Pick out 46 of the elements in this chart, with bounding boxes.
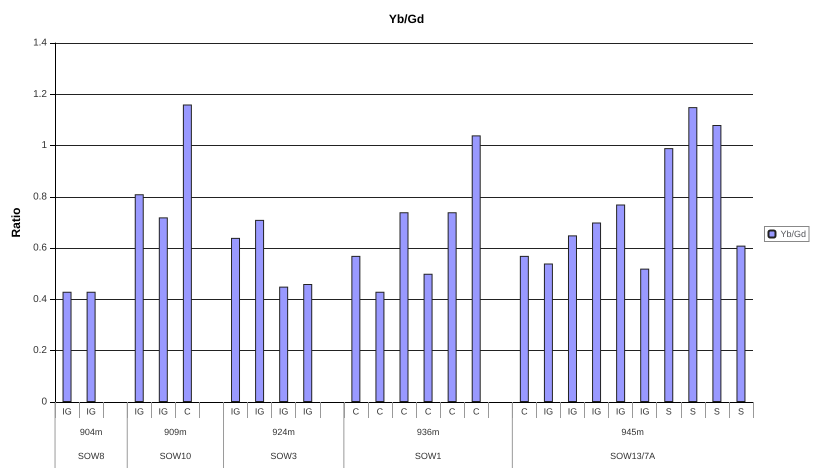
- x-tick-label: IG: [568, 406, 578, 416]
- legend-label: Yb/Gd: [780, 229, 806, 239]
- text: 904m: [80, 427, 102, 437]
- x-tick-label: IG: [616, 406, 626, 416]
- chart-title: Yb/Gd: [388, 12, 424, 26]
- x-tick-label: C: [472, 406, 480, 416]
- x-tick-label: IG: [230, 406, 240, 416]
- y-axis-title: Ratio: [9, 208, 24, 238]
- x-tick-label: C: [448, 406, 456, 416]
- x-tick-label: C: [400, 406, 408, 416]
- x-tick-label: IG: [86, 406, 96, 416]
- x-tick-label: IG: [544, 406, 554, 416]
- y-tick-label: 0.8: [33, 191, 48, 202]
- x-tick-label: IG: [158, 406, 168, 416]
- x-tick-label: C: [184, 406, 192, 416]
- x-tick-label: IG: [640, 406, 650, 416]
- x-tick-label: S: [738, 406, 744, 416]
- x-tick-label: S: [690, 406, 696, 416]
- y-tick-label: 0.4: [33, 294, 48, 305]
- x-tick-label: IG: [302, 406, 312, 416]
- y-tick-label: 1.4: [33, 38, 48, 48]
- x-tick-label: IG: [134, 406, 144, 416]
- x-tick-label: IG: [254, 406, 264, 416]
- text: SOW10: [160, 451, 192, 461]
- text: 936m: [416, 427, 440, 437]
- text: SOW1: [414, 451, 442, 461]
- x-tick-label: S: [666, 406, 672, 416]
- y-tick-label: 0.2: [33, 345, 48, 356]
- x-tick-label: IG: [62, 406, 72, 416]
- x-tick-label: C: [352, 406, 360, 416]
- text: SOW13/7A: [610, 451, 656, 461]
- text: 909m: [164, 427, 187, 437]
- y-tick-label: 0: [41, 396, 48, 408]
- text: 945m: [621, 427, 644, 437]
- y-tick-label: 1.2: [33, 88, 48, 100]
- x-tick-label: S: [714, 406, 720, 416]
- x-tick-label: C: [521, 406, 528, 416]
- y-tick-label: 1: [41, 140, 48, 152]
- x-tick-label: IG: [278, 406, 288, 416]
- x-tick-label: C: [424, 406, 432, 416]
- text: SOW8: [78, 451, 104, 461]
- x-tick-label: IG: [592, 406, 602, 416]
- text: SOW3: [270, 451, 297, 461]
- x-tick-label: C: [376, 406, 384, 416]
- text: 924m: [272, 427, 295, 437]
- y-tick-label: 0.6: [33, 242, 48, 254]
